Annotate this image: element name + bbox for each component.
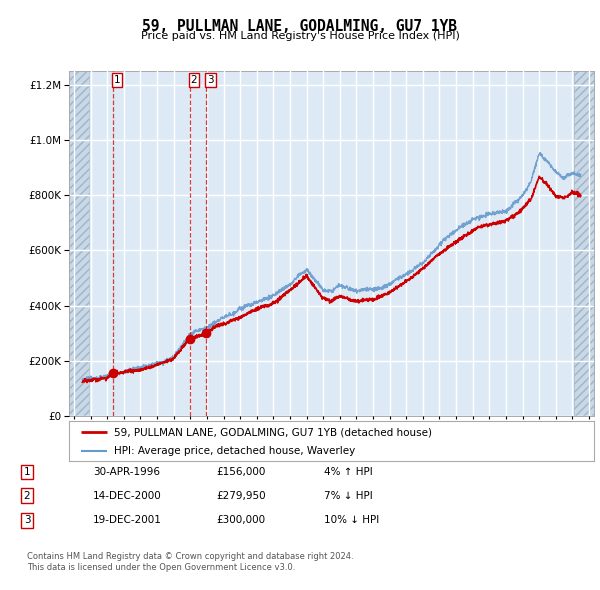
Bar (574, 71, 594, 416)
Text: 59, PULLMAN LANE, GODALMING, GU7 1YB (detached house): 59, PULLMAN LANE, GODALMING, GU7 1YB (de… (113, 427, 431, 437)
Text: £156,000: £156,000 (216, 467, 265, 477)
Text: 19-DEC-2001: 19-DEC-2001 (93, 516, 162, 525)
Text: £300,000: £300,000 (216, 516, 265, 525)
Text: 1: 1 (113, 75, 120, 85)
Text: Price paid vs. HM Land Registry's House Price Index (HPI): Price paid vs. HM Land Registry's House … (140, 31, 460, 41)
Text: £279,950: £279,950 (216, 491, 266, 500)
Text: 59, PULLMAN LANE, GODALMING, GU7 1YB: 59, PULLMAN LANE, GODALMING, GU7 1YB (143, 19, 458, 34)
Bar (574, 71, 594, 416)
Text: HPI: Average price, detached house, Waverley: HPI: Average price, detached house, Wave… (113, 445, 355, 455)
Text: 14-DEC-2000: 14-DEC-2000 (93, 491, 162, 500)
Text: 30-APR-1996: 30-APR-1996 (93, 467, 160, 477)
Text: 2: 2 (23, 491, 31, 500)
Bar (69, 71, 89, 416)
Text: 2: 2 (190, 75, 197, 85)
Text: 10% ↓ HPI: 10% ↓ HPI (324, 516, 379, 525)
Text: 4% ↑ HPI: 4% ↑ HPI (324, 467, 373, 477)
Text: 7% ↓ HPI: 7% ↓ HPI (324, 491, 373, 500)
Text: 1: 1 (23, 467, 31, 477)
Text: 3: 3 (207, 75, 214, 85)
Text: 3: 3 (23, 516, 31, 525)
Bar (69, 71, 89, 416)
Text: Contains HM Land Registry data © Crown copyright and database right 2024.
This d: Contains HM Land Registry data © Crown c… (27, 552, 353, 572)
